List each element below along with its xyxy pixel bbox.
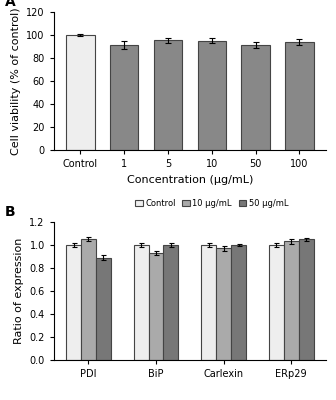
Bar — [269, 245, 284, 360]
Y-axis label: Cell viability (% of control): Cell viability (% of control) — [11, 7, 21, 155]
Bar — [110, 45, 138, 150]
Bar — [198, 41, 226, 150]
Bar — [134, 245, 149, 360]
Bar — [164, 245, 178, 360]
Bar — [299, 239, 313, 360]
Text: B: B — [5, 205, 15, 219]
Bar — [81, 239, 96, 360]
Bar — [216, 248, 231, 360]
X-axis label: Concentration (μg/mL): Concentration (μg/mL) — [127, 175, 253, 185]
Bar — [66, 245, 81, 360]
Bar — [284, 242, 299, 360]
Bar — [149, 253, 164, 360]
Bar — [66, 35, 95, 150]
Legend: Control, 10 μg/mL, 50 μg/mL: Control, 10 μg/mL, 50 μg/mL — [132, 196, 291, 211]
Bar — [241, 45, 270, 150]
Bar — [154, 40, 182, 150]
Y-axis label: Ratio of expression: Ratio of expression — [14, 238, 24, 344]
Bar — [201, 245, 216, 360]
Bar — [231, 245, 246, 360]
Bar — [285, 42, 313, 150]
Text: A: A — [5, 0, 15, 9]
Bar — [96, 258, 111, 360]
